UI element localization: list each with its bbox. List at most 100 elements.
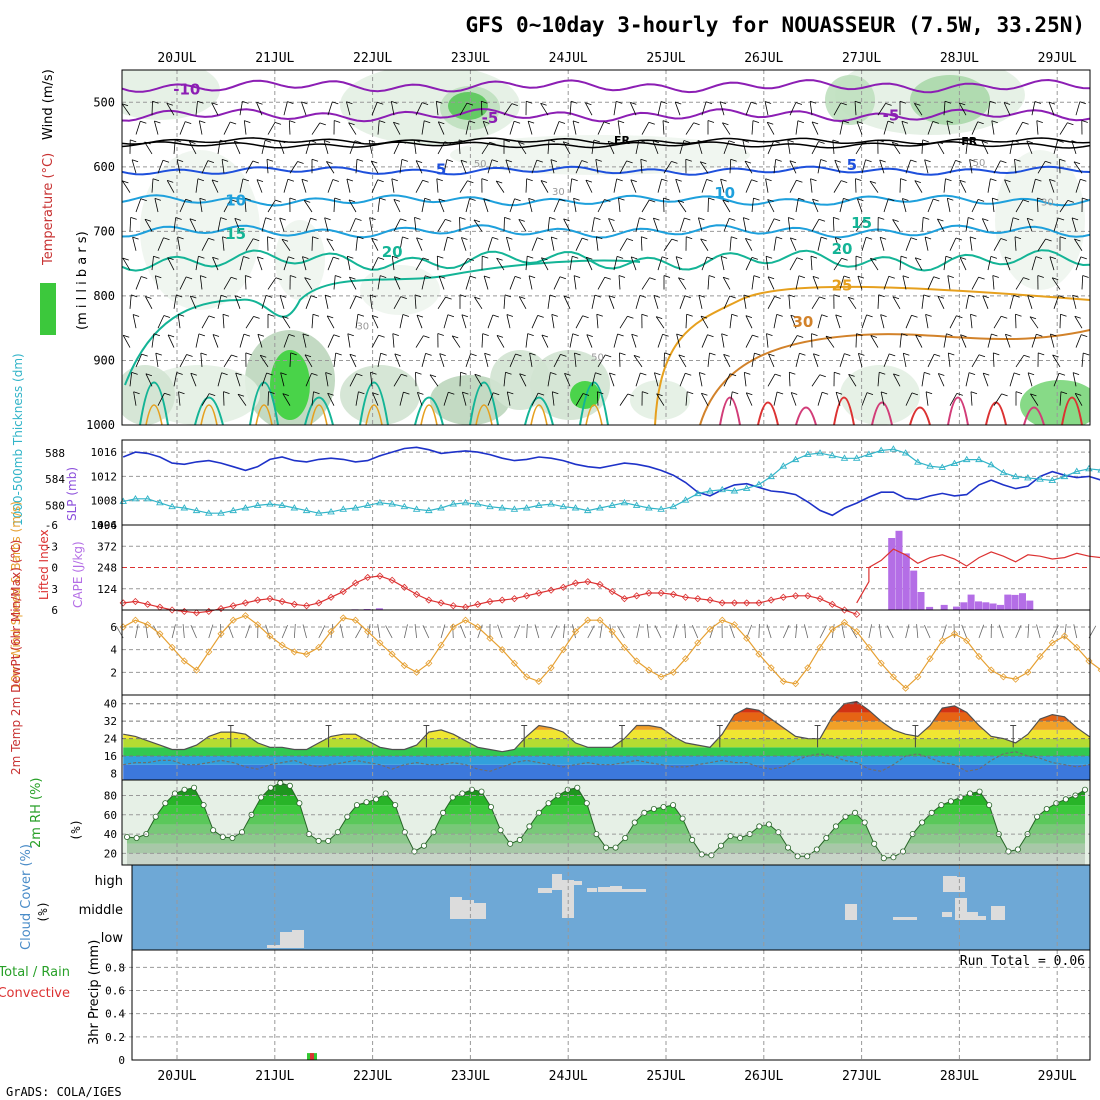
wind-barb	[691, 624, 699, 639]
wind-barb	[506, 314, 514, 317]
wind-barb	[841, 180, 848, 183]
wind-barb	[571, 178, 578, 182]
wind-barb	[422, 625, 430, 639]
wind-barb	[334, 197, 341, 201]
wind-barb	[959, 179, 966, 183]
wind-barb	[154, 198, 159, 213]
wind-barb	[889, 353, 896, 357]
wind-speed-point	[853, 627, 861, 636]
wind-barb	[356, 373, 363, 377]
wind-barb	[1075, 101, 1081, 116]
wind-barb	[550, 236, 555, 251]
cloud-level-label: middle	[79, 903, 123, 918]
rh-contour-label: 30	[552, 187, 565, 198]
wind-speed-point	[816, 643, 824, 651]
wind-barb	[686, 313, 693, 317]
wind-barb	[436, 100, 443, 104]
wind-barb	[496, 335, 505, 348]
wind-barb	[878, 294, 885, 298]
wind-barb	[675, 179, 681, 193]
rh-point	[459, 790, 466, 797]
cloud-bar	[978, 916, 986, 920]
wind-barb	[1014, 236, 1022, 240]
wind-barb	[221, 159, 229, 162]
wind-barb	[937, 296, 945, 309]
wind-barb	[865, 236, 873, 240]
wind-barb	[162, 159, 170, 163]
wind-barb	[596, 314, 599, 329]
wind-barb	[795, 120, 799, 135]
wind-barb	[746, 392, 753, 396]
wind-barb	[968, 372, 976, 375]
wind-barb	[175, 217, 182, 220]
wind-barb	[483, 198, 490, 202]
wind-barb	[639, 217, 646, 221]
wind-speed-point	[156, 630, 164, 638]
wind-barb	[305, 295, 312, 309]
rh-point	[171, 790, 178, 797]
thickness-point	[315, 509, 323, 516]
wind-barb	[370, 160, 379, 174]
wind-barb	[798, 197, 805, 201]
bottom-x-tick-labels: 20JUL 21JUL 22JUL 23JUL 24JUL 25JUL 26JUL 27JUL…	[157, 1069, 1077, 1084]
rh-point	[765, 821, 772, 828]
wind-barb	[981, 218, 989, 232]
cape-bar	[940, 604, 948, 610]
wind-barb	[399, 140, 407, 144]
wind-barb	[789, 371, 796, 375]
wind-barb	[122, 103, 129, 107]
wind-speed-point	[865, 643, 873, 651]
wind-barb	[870, 257, 877, 261]
wind-barb	[518, 219, 527, 232]
wind-barb	[157, 160, 164, 174]
wind-barb	[880, 391, 885, 406]
wind-barb	[400, 296, 407, 299]
wind-barb	[221, 159, 225, 174]
thickness-point	[327, 508, 335, 515]
wind-barb	[901, 333, 908, 336]
wind-barb	[301, 101, 308, 105]
ua-y-tick: 800	[93, 289, 115, 303]
cloud-bar	[587, 888, 597, 892]
wind-barb	[729, 295, 736, 299]
wind-barb	[245, 160, 254, 174]
wind-barb	[185, 198, 192, 202]
wind-barb	[767, 276, 775, 290]
wind-speed-point	[229, 616, 237, 624]
wind-barb	[877, 139, 884, 143]
rh-point	[411, 848, 418, 855]
thickness-point	[767, 472, 775, 480]
wind-barb	[678, 277, 687, 290]
rh-point	[861, 819, 868, 826]
wind-ylabel: 10m Wind Speed & Barbs (m/s)	[9, 501, 23, 690]
wind-barb	[982, 295, 989, 299]
wind-barb	[597, 354, 606, 368]
wind-speed-point	[1073, 643, 1081, 651]
wind-barb	[529, 352, 536, 356]
wind-barb	[354, 140, 362, 144]
wind-barb	[1053, 217, 1059, 232]
wind-speed-point	[1085, 657, 1093, 665]
cloud-bar	[955, 877, 965, 892]
wind-barb	[742, 139, 750, 143]
wind-barb	[528, 275, 533, 290]
wind-barb	[1004, 256, 1011, 271]
wind-barb	[870, 258, 879, 271]
wind-barb	[642, 391, 649, 394]
wind-barb	[506, 391, 511, 406]
precip-frame	[131, 949, 1091, 1061]
wind-barb	[458, 139, 461, 154]
thickness-point	[816, 449, 824, 456]
wind-barb	[900, 255, 908, 259]
wind-barb	[234, 295, 241, 309]
wind-barb	[595, 159, 602, 162]
wind-barb	[924, 159, 929, 174]
wind-barb	[189, 141, 197, 155]
lifted-index-point	[816, 595, 824, 603]
wind-barb	[1004, 256, 1012, 260]
wind-barb	[617, 333, 624, 337]
wind-barb	[346, 256, 351, 271]
wind-barb	[151, 178, 154, 193]
wind-barb	[369, 217, 376, 220]
wind-barb	[268, 391, 275, 394]
